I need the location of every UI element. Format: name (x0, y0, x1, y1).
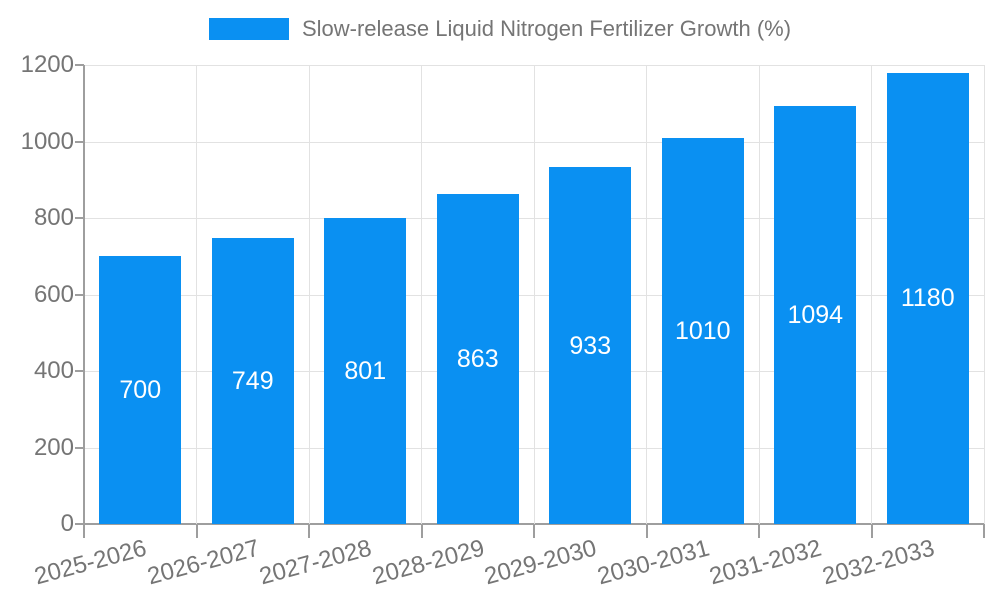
y-tick (75, 140, 84, 143)
bar-value-label: 863 (456, 344, 499, 373)
y-tick-label: 800 (33, 204, 74, 231)
y-tick-label: 1000 (20, 127, 74, 155)
y-tick-label: 0 (60, 510, 74, 537)
y-tick-label: 400 (33, 357, 74, 384)
bar-value-label: 700 (119, 376, 162, 405)
bar: 700 (99, 256, 182, 524)
v-gridline (646, 65, 647, 524)
y-tick (75, 293, 84, 296)
x-tick (870, 524, 873, 538)
y-tick (75, 64, 84, 66)
bar-value-label: 1094 (787, 300, 844, 329)
bar: 1010 (661, 137, 744, 524)
bar: 1094 (774, 105, 857, 524)
y-tick (75, 523, 84, 525)
x-tick (758, 524, 760, 538)
legend: Slow-release Liquid Nitrogen Fertilizer … (0, 16, 1000, 42)
v-gridline (983, 65, 985, 524)
bar-value-label: 749 (231, 366, 274, 395)
y-tick (75, 217, 84, 219)
bar: 749 (211, 237, 294, 524)
x-tick (533, 524, 535, 538)
y-tick (75, 370, 84, 372)
bar-value-label: 1010 (674, 316, 731, 345)
x-tick (308, 524, 310, 538)
v-gridline (758, 65, 760, 524)
x-tick (195, 524, 198, 538)
plot-area: 0 200 400 600 800 1000 1200 700 2025-2026 749 2026… (21, 51, 985, 590)
v-gridline (533, 65, 535, 524)
y-axis-line (83, 65, 85, 524)
legend-label: Slow-release Liquid Nitrogen Fertilizer … (301, 16, 792, 41)
bar: 1180 (886, 72, 969, 524)
v-gridline (421, 65, 422, 524)
x-tick (645, 524, 648, 538)
bar-value-label: 933 (569, 331, 612, 360)
bar: 933 (549, 167, 632, 524)
y-tick-label: 200 (33, 433, 74, 461)
v-gridline (308, 65, 310, 524)
bar-value-label: 1180 (900, 284, 955, 313)
legend-swatch (208, 18, 289, 40)
x-tick (83, 524, 85, 538)
x-tick (420, 524, 423, 538)
y-tick-label: 600 (33, 280, 74, 308)
bar: 863 (436, 193, 519, 524)
bar: 801 (324, 217, 407, 524)
bar-value-label: 801 (344, 356, 387, 385)
v-gridline (196, 65, 197, 524)
y-tick (75, 446, 84, 449)
v-gridline (871, 65, 872, 524)
y-tick-label: 1200 (20, 51, 74, 78)
x-tick (983, 524, 985, 538)
